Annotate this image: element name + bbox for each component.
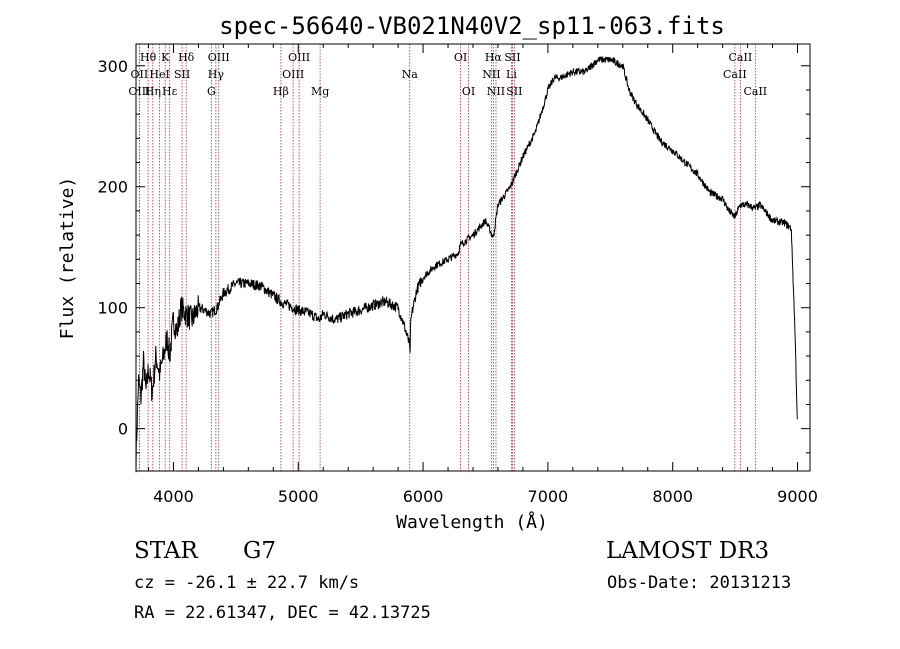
line-marker-label-9: OIII xyxy=(208,51,230,64)
line-marker-label-13: OIII xyxy=(282,68,304,81)
line-marker-label-6: SII xyxy=(174,68,190,81)
flux-series-group xyxy=(135,56,798,473)
line-marker-label-1: OII xyxy=(131,68,149,81)
y-tick-label-3: 300 xyxy=(97,57,128,76)
plot-frame xyxy=(135,43,811,472)
line-marker-label-23: Li xyxy=(506,68,517,81)
x-tick-label-1: 5000 xyxy=(278,487,319,506)
x-tick-label-4: 8000 xyxy=(652,487,693,506)
y-tick-label-1: 100 xyxy=(97,299,128,318)
y-axis-label: Flux (relative) xyxy=(57,177,78,340)
object-class: STAR xyxy=(134,538,198,564)
y-tick-label-2: 200 xyxy=(97,178,128,197)
line-marker-label-10: Hγ xyxy=(208,68,225,81)
x-tick-label-3: 7000 xyxy=(528,487,569,506)
line-marker-label-0: Hθ xyxy=(140,51,157,64)
y-axis-ticks: 0 100 200 300 xyxy=(97,57,810,454)
line-marker-label-2: OIII xyxy=(128,85,150,98)
redshift-velocity: cz = -26.1 ± 22.7 km/s xyxy=(134,573,360,593)
line-marker-label-24: SII xyxy=(506,85,522,98)
x-axis-label: Wavelength (Å) xyxy=(396,511,548,533)
x-axis-ticks: 4000 5000 6000 7000 8000 9000 xyxy=(147,44,818,506)
chart-title: spec-56640-VB021N40V2_sp11-063.fits xyxy=(219,12,725,40)
line-marker-label-5: HeI xyxy=(149,68,169,81)
line-marker-label-4: K xyxy=(161,51,170,64)
line-markers xyxy=(138,44,756,471)
coordinates: RA = 22.61347, DEC = 42.13725 xyxy=(134,603,431,623)
line-marker-label-25: CaII xyxy=(729,51,753,64)
x-tick-label-0: 4000 xyxy=(153,487,194,506)
line-marker-label-16: Na xyxy=(402,68,419,81)
line-marker-label-22: SII xyxy=(504,51,520,64)
line-marker-label-17: OI xyxy=(454,51,467,64)
line-marker-label-21: NII xyxy=(487,85,505,98)
y-tick-label-0: 0 xyxy=(118,420,128,439)
line-marker-label-20: NII xyxy=(482,68,500,81)
line-marker-label-12: OIII xyxy=(288,51,310,64)
line-marker-label-18: OI xyxy=(462,85,475,98)
line-marker-label-19: Hα xyxy=(485,51,503,64)
flux-series-line xyxy=(135,56,798,473)
line-marker-label-11: G xyxy=(207,85,216,98)
observation-date: Obs-Date: 20131213 xyxy=(607,573,792,593)
subclass: G7 xyxy=(243,538,277,564)
line-marker-label-27: CaII xyxy=(743,85,767,98)
line-marker-label-14: Hβ xyxy=(273,85,289,98)
x-tick-label-5: 9000 xyxy=(777,487,818,506)
line-marker-label-26: CaII xyxy=(723,68,747,81)
line-marker-label-7: Hε xyxy=(162,85,178,98)
survey-name: LAMOST DR3 xyxy=(606,538,770,564)
x-tick-label-2: 6000 xyxy=(403,487,444,506)
line-marker-label-3: Hη xyxy=(145,85,161,98)
line-marker-label-15: Mg xyxy=(311,85,329,98)
line-marker-label-8: Hδ xyxy=(178,51,195,64)
